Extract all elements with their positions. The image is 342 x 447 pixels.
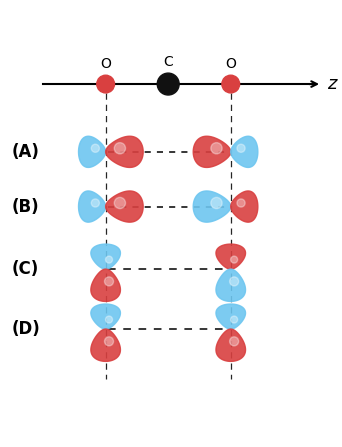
Circle shape — [229, 337, 239, 346]
Polygon shape — [216, 304, 246, 329]
Polygon shape — [193, 191, 231, 222]
Text: (D): (D) — [12, 320, 41, 338]
Polygon shape — [216, 269, 246, 301]
Polygon shape — [91, 244, 120, 269]
Polygon shape — [231, 191, 258, 222]
Circle shape — [211, 143, 222, 154]
Circle shape — [157, 73, 179, 95]
Polygon shape — [216, 244, 246, 269]
Circle shape — [229, 277, 239, 286]
Circle shape — [114, 143, 126, 154]
Circle shape — [91, 199, 100, 207]
Circle shape — [91, 144, 100, 152]
Circle shape — [231, 316, 238, 323]
Circle shape — [237, 199, 245, 207]
Text: $z$: $z$ — [327, 75, 339, 93]
Text: (B): (B) — [12, 198, 39, 215]
Circle shape — [106, 256, 113, 263]
Text: O: O — [100, 57, 111, 71]
Text: (C): (C) — [12, 260, 39, 278]
Polygon shape — [193, 136, 231, 168]
Text: (A): (A) — [12, 143, 40, 161]
Text: C: C — [163, 55, 173, 69]
Polygon shape — [91, 329, 120, 361]
Circle shape — [105, 277, 114, 286]
Circle shape — [97, 75, 115, 93]
Polygon shape — [106, 136, 143, 168]
Circle shape — [237, 144, 245, 152]
Polygon shape — [91, 304, 120, 329]
Polygon shape — [79, 136, 106, 168]
Polygon shape — [91, 269, 120, 301]
Polygon shape — [79, 191, 106, 222]
Circle shape — [211, 198, 222, 209]
Circle shape — [222, 75, 240, 93]
Circle shape — [114, 198, 126, 209]
Polygon shape — [231, 136, 258, 168]
Polygon shape — [216, 329, 246, 361]
Circle shape — [106, 316, 113, 323]
Polygon shape — [106, 191, 143, 222]
Text: O: O — [225, 57, 236, 71]
Circle shape — [231, 256, 238, 263]
Circle shape — [105, 337, 114, 346]
